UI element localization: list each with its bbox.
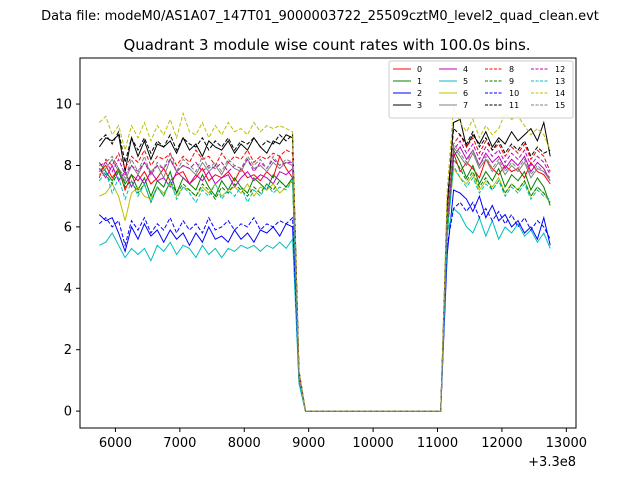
figure-suptitle: Data file: modeM0/AS1A07_147T01_90000037… xyxy=(41,9,599,24)
axes-frame xyxy=(79,57,577,429)
legend-label-7: 7 xyxy=(463,101,468,110)
legend-label-1: 1 xyxy=(417,77,422,86)
chart-title: Quadrant 3 module wise count rates with … xyxy=(123,36,530,54)
legend-label-10: 10 xyxy=(509,89,519,98)
x-tick-label: 12000 xyxy=(481,436,522,451)
legend-label-8: 8 xyxy=(509,65,514,74)
y-tick-label: 10 xyxy=(55,98,72,113)
plot-area xyxy=(98,106,551,412)
x-tick-label: 6000 xyxy=(99,436,132,451)
legend-label-15: 15 xyxy=(555,101,565,110)
y-tick-label: 8 xyxy=(64,159,72,174)
x-tick-label: 8000 xyxy=(228,436,261,451)
legend-box xyxy=(388,60,574,119)
x-tick-label: 13000 xyxy=(546,436,587,451)
legend-label-12: 12 xyxy=(555,65,565,74)
legend-label-2: 2 xyxy=(417,89,422,98)
x-axis-offset-label: +3.3e8 xyxy=(528,455,576,470)
y-tick-label: 6 xyxy=(64,220,72,235)
x-tick-label: 9000 xyxy=(292,436,325,451)
y-tick-label: 2 xyxy=(64,343,72,358)
legend-label-14: 14 xyxy=(555,89,565,98)
legend-label-5: 5 xyxy=(463,77,468,86)
legend-label-0: 0 xyxy=(417,65,422,74)
legend-label-4: 4 xyxy=(463,65,468,74)
x-axis: 6000 7000 8000 9000 10000 11000 12000 13000 xyxy=(99,428,587,451)
x-tick-label: 11000 xyxy=(417,436,458,451)
legend-label-11: 11 xyxy=(509,101,519,110)
legend-label-3: 3 xyxy=(417,101,422,110)
y-axis: 0 2 4 6 8 10 xyxy=(55,98,80,420)
legend-label-9: 9 xyxy=(509,77,514,86)
legend-label-6: 6 xyxy=(463,89,468,98)
y-tick-label: 0 xyxy=(64,405,72,420)
x-tick-label: 10000 xyxy=(352,436,393,451)
legend-label-13: 13 xyxy=(555,77,565,86)
series-line-14 xyxy=(98,106,551,412)
x-tick-label: 7000 xyxy=(163,436,196,451)
y-tick-label: 4 xyxy=(64,282,72,297)
